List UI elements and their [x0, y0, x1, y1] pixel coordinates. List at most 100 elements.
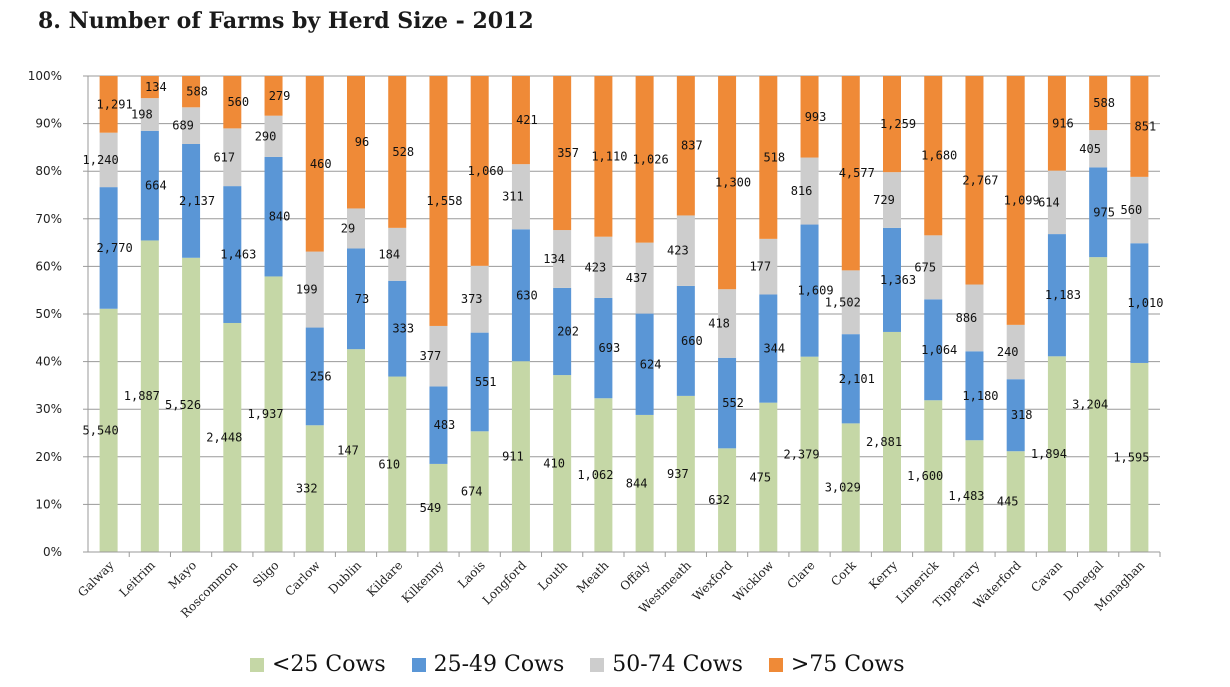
- bar-segment: [223, 186, 242, 323]
- data-label: 29: [341, 221, 355, 235]
- category-label: Leitrim: [116, 558, 158, 600]
- data-label: 693: [599, 341, 621, 355]
- bar-segment: [718, 76, 737, 290]
- bar-segment: [99, 132, 118, 188]
- bar-segment: [511, 361, 530, 552]
- bar-segment: [965, 351, 984, 441]
- y-tick-label: 20%: [35, 450, 62, 464]
- data-label: 2,379: [783, 447, 819, 461]
- legend-item: 50-74 Cows: [590, 652, 743, 677]
- bar-segment: [1089, 167, 1108, 258]
- bar-segment: [140, 240, 159, 552]
- data-label: 437: [626, 271, 648, 285]
- bar-segment: [635, 242, 654, 314]
- data-label: 2,448: [206, 430, 242, 444]
- category-label: Dublin: [326, 558, 365, 597]
- bar-segment: [223, 128, 242, 187]
- data-label: 1,026: [633, 152, 669, 166]
- category-label: Laois: [455, 558, 488, 591]
- category-label: Kildare: [364, 558, 405, 599]
- data-label: 560: [227, 95, 249, 109]
- bar-segment: [264, 115, 283, 157]
- data-label: 1,502: [825, 295, 861, 309]
- bar-segment: [182, 143, 201, 258]
- legend-label: 25-49 Cows: [433, 652, 565, 677]
- data-label: 445: [997, 495, 1019, 509]
- y-tick-label: 90%: [35, 117, 62, 131]
- legend-swatch: [768, 657, 783, 672]
- bar-segment: [470, 332, 489, 432]
- legend-label: >75 Cows: [790, 652, 905, 677]
- data-label: 617: [213, 150, 235, 164]
- data-label: 202: [557, 324, 579, 338]
- bar-segment: [800, 224, 819, 357]
- data-label: 73: [355, 292, 369, 306]
- data-label: 199: [296, 283, 318, 297]
- data-label: 975: [1093, 205, 1115, 219]
- legend-swatch: [590, 657, 605, 672]
- bar-segment: [429, 76, 448, 326]
- data-label: 184: [378, 247, 400, 261]
- y-tick-label: 30%: [35, 402, 62, 416]
- data-label: 1,259: [880, 117, 916, 131]
- bar-segment: [965, 440, 984, 552]
- bar-segment: [635, 414, 654, 552]
- data-label: 689: [172, 119, 194, 133]
- bar-segment: [759, 238, 778, 295]
- bar-segment: [718, 448, 737, 552]
- data-label: 624: [640, 357, 662, 371]
- data-label: 551: [475, 375, 497, 389]
- data-label: 1,291: [97, 97, 133, 111]
- bar-segment: [347, 76, 365, 209]
- bar-segment: [676, 76, 695, 216]
- bar-segment: [635, 76, 654, 243]
- data-label: 1,062: [577, 468, 613, 482]
- y-tick-label: 0%: [43, 545, 62, 559]
- data-label: 632: [708, 493, 730, 507]
- data-label: 1,894: [1031, 447, 1067, 461]
- bar-segment: [347, 208, 365, 249]
- y-tick-label: 10%: [35, 497, 62, 511]
- data-label: 674: [461, 485, 483, 499]
- data-label: 460: [310, 157, 332, 171]
- data-label: 279: [269, 89, 291, 103]
- y-tick-label: 80%: [35, 164, 62, 178]
- bar-segment: [759, 294, 778, 403]
- data-label: 552: [722, 396, 744, 410]
- data-label: 1,609: [797, 284, 833, 298]
- category-label: Kerry: [866, 558, 900, 592]
- data-label: 729: [873, 193, 895, 207]
- bar-segment: [305, 425, 324, 552]
- data-label: 2,767: [962, 173, 998, 187]
- data-label: 318: [1011, 408, 1033, 422]
- y-tick-label: 50%: [35, 307, 62, 321]
- data-label: 421: [516, 113, 538, 127]
- bar-segment: [182, 257, 201, 552]
- category-label: Louth: [535, 558, 570, 593]
- data-label: 911: [502, 450, 524, 464]
- bar-segment: [1089, 130, 1108, 168]
- data-label: 614: [1038, 195, 1060, 209]
- category-label: Cork: [828, 558, 859, 589]
- data-label: 418: [708, 317, 730, 331]
- bar-segment: [924, 299, 943, 401]
- bar-segment: [1130, 176, 1149, 244]
- bar-segment: [1006, 76, 1025, 325]
- data-label: 198: [131, 107, 153, 121]
- bar-segment: [99, 308, 118, 552]
- y-tick-label: 100%: [28, 69, 62, 83]
- bar-segment: [388, 376, 407, 552]
- data-label: 1,300: [715, 176, 751, 190]
- bar-segment: [841, 76, 860, 271]
- bar-segment: [140, 98, 159, 131]
- bar-segment: [305, 327, 324, 426]
- data-label: 423: [667, 244, 689, 258]
- bar-segment: [388, 280, 407, 377]
- data-label: 357: [557, 146, 579, 160]
- chart-title: 8. Number of Farms by Herd Size - 2012: [38, 8, 534, 34]
- bar-segment: [140, 76, 159, 99]
- category-label: Sligo: [250, 558, 282, 590]
- legend-swatch: [411, 657, 426, 672]
- bar-segment: [594, 297, 613, 399]
- data-label: 660: [681, 334, 703, 348]
